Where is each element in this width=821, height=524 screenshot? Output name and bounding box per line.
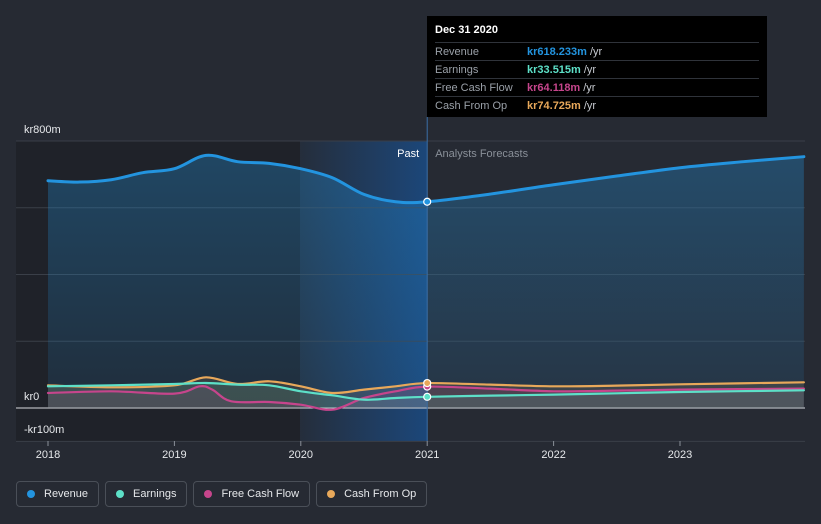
revenue-area	[48, 155, 804, 408]
tooltip-row-free-cash-flow: Free Cash Flow kr64.118m /yr	[435, 78, 759, 96]
tooltip-value: kr618.233m	[527, 46, 587, 58]
y-axis-label: -kr100m	[24, 424, 64, 436]
forecast-label: Analysts Forecasts	[435, 148, 528, 160]
x-tick-label: 2023	[668, 449, 692, 461]
y-axis-label: kr800m	[24, 124, 61, 136]
tooltip-date: Dec 31 2020	[435, 24, 498, 36]
past-label: Past	[397, 148, 419, 160]
legend-item-free-cash-flow[interactable]: Free Cash Flow	[193, 481, 311, 507]
y-axis-label: kr0	[24, 391, 39, 403]
y-axis-labels: kr800m kr0 -kr100m	[24, 124, 64, 436]
x-tick-label: 2022	[541, 449, 565, 461]
hover-markers	[423, 197, 432, 401]
tooltip-value: kr33.515m	[527, 64, 581, 76]
legend-item-cash-from-op[interactable]: Cash From Op	[316, 481, 428, 507]
legend-dot-icon	[27, 490, 35, 498]
tooltip-row-cash-from-op: Cash From Op kr74.725m /yr	[435, 96, 759, 114]
free-cash-flow-line	[46, 385, 805, 411]
tooltip-value: kr64.118m	[527, 82, 581, 94]
legend-dot-icon	[116, 490, 125, 498]
chart-legend: Revenue Earnings Free Cash Flow Cash Fro…	[16, 481, 428, 507]
legend-item-revenue[interactable]: Revenue	[16, 481, 100, 507]
tooltip-unit: /yr	[583, 64, 597, 76]
cash-from-op-marker	[423, 378, 432, 388]
tooltip-row-revenue: Revenue kr618.233m /yr	[435, 42, 759, 60]
earnings-marker	[423, 392, 432, 401]
revenue-marker	[423, 197, 432, 206]
tooltip-unit: /yr	[583, 100, 597, 112]
tooltip-label: Revenue	[435, 46, 480, 58]
tooltip-label: Free Cash Flow	[435, 82, 513, 94]
legend-label: Free Cash Flow	[221, 488, 300, 500]
earnings-line	[46, 381, 805, 401]
legend-label: Cash From Op	[344, 488, 417, 500]
tooltip-label: Cash From Op	[435, 100, 508, 112]
legend-dot-icon	[204, 490, 213, 498]
x-axis-ticks: 2018 2019 2020 2021 2022 2023	[36, 441, 692, 461]
cash-from-op-line	[46, 376, 805, 395]
tooltip-unit: /yr	[583, 82, 596, 94]
x-tick-label: 2020	[289, 449, 313, 461]
series-lines	[46, 153, 806, 411]
legend-item-earnings[interactable]: Earnings	[105, 481, 188, 507]
tooltip-label: Earnings	[435, 64, 479, 76]
legend-label: Revenue	[44, 488, 89, 500]
data-tooltip: Dec 31 2020 Revenue kr618.233m /yr Earni…	[427, 16, 767, 117]
tooltip-row-earnings: Earnings kr33.515m /yr	[435, 60, 759, 78]
x-tick-label: 2019	[162, 449, 186, 461]
tooltip-unit: /yr	[589, 46, 603, 58]
x-tick-label: 2018	[36, 449, 60, 461]
series-areas	[48, 155, 804, 410]
tooltip-value: kr74.725m	[527, 100, 581, 112]
x-tick-label: 2021	[415, 449, 439, 461]
legend-label: Earnings	[133, 488, 177, 500]
revenue-line	[46, 153, 806, 205]
legend-dot-icon	[327, 490, 336, 498]
